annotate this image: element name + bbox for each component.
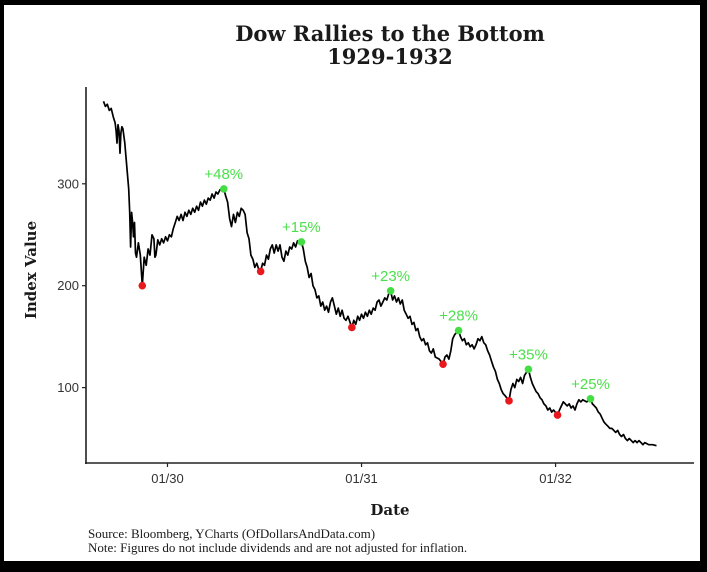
marker-layer: +48% +15% +23% +28% +35% +25% — [138, 166, 610, 419]
peak-marker — [219, 185, 228, 193]
axes: 100 200 300 01/30 01/31 01/32 — [57, 87, 694, 486]
trough-marker — [348, 323, 356, 332]
trough-marker — [138, 281, 147, 290]
chart-panel: Dow Rallies to the Bottom 1929-1932 100 2… — [4, 5, 700, 561]
rally-percent-label: +15% — [282, 219, 321, 236]
rally-percent-label: +25% — [571, 376, 610, 393]
trough-marker — [553, 411, 562, 419]
peak-marker — [586, 395, 595, 403]
x-axis-title: Date — [370, 501, 409, 519]
peak-marker — [297, 238, 306, 246]
source-caption: Source: Bloomberg, YCharts (OfDollarsAnd… — [88, 526, 375, 541]
rally-percent-label: +28% — [439, 308, 478, 325]
note-caption: Note: Figures do not include dividends a… — [88, 540, 467, 555]
trough-marker — [439, 360, 447, 368]
x-tick-label: 01/32 — [539, 471, 572, 486]
x-tick-label: 01/31 — [345, 471, 378, 486]
dow-chart: Dow Rallies to the Bottom 1929-1932 100 2… — [22, 21, 694, 555]
rally-percent-label: +35% — [509, 346, 548, 363]
y-axis-title: Index Value — [22, 221, 40, 319]
x-tick-label: 01/30 — [151, 471, 184, 486]
chart-title-line-1: Dow Rallies to the Bottom — [235, 21, 545, 46]
chart-title-line-2: 1929-1932 — [327, 44, 453, 69]
rally-percent-label: +48% — [204, 166, 243, 183]
peak-marker — [386, 286, 395, 295]
y-tick-label: 300 — [57, 176, 79, 191]
rally-percent-label: +23% — [371, 268, 410, 285]
trough-marker — [256, 267, 265, 276]
y-tick-label: 200 — [57, 278, 79, 293]
trough-marker — [505, 397, 513, 405]
y-tick-label: 100 — [57, 380, 79, 395]
peak-marker — [524, 365, 533, 374]
peak-marker — [454, 326, 463, 335]
